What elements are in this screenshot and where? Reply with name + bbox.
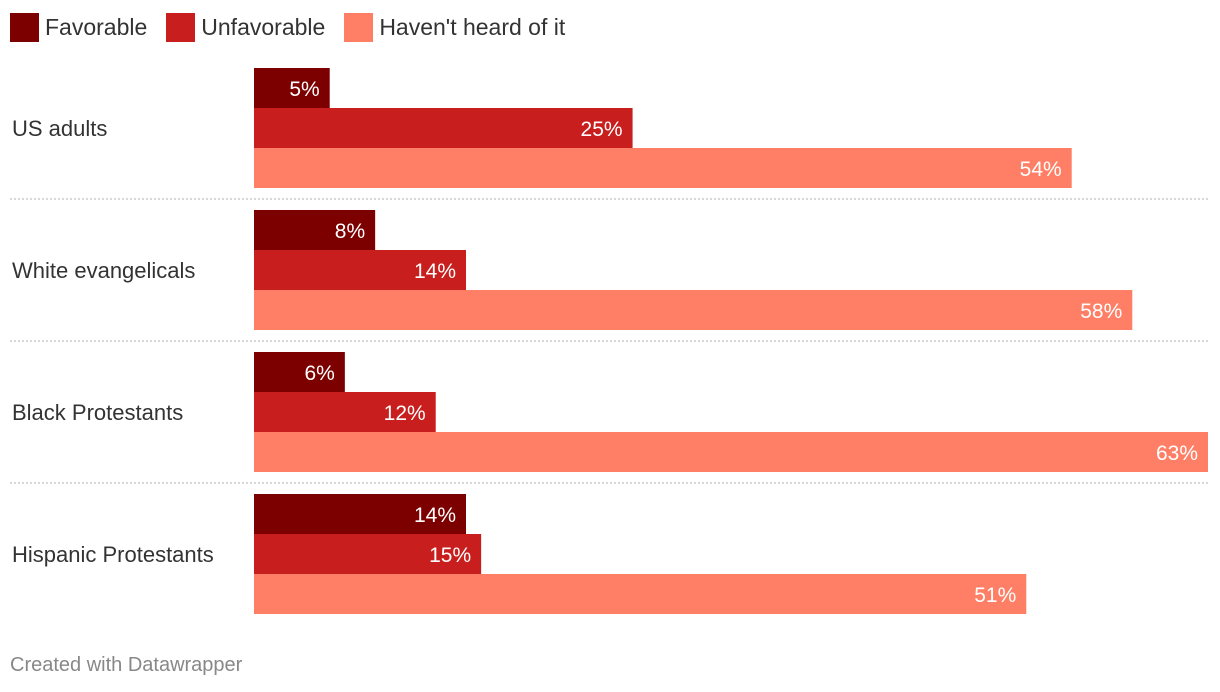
legend-label-havent-heard: Haven't heard of it <box>379 13 566 40</box>
footer-credit: Created with Datawrapper <box>10 654 243 676</box>
bar-white-evangelicals-favorable <box>254 210 376 250</box>
legend-item-unfavorable: Unfavorable <box>166 12 326 42</box>
legend-item-favorable: Favorable <box>10 12 148 42</box>
data-label-us-adults-favorable: 5% <box>289 78 319 101</box>
data-label-us-adults-haven-t-heard-of-it: 54% <box>1020 158 1062 181</box>
bar-group-us-adults: US adults 5% 25% 54% <box>12 68 1072 188</box>
bar-hispanic-protestants-unfavorable <box>254 534 482 574</box>
data-label-us-adults-unfavorable: 25% <box>581 118 623 141</box>
bar-group-hispanic-protestants: Hispanic Protestants 14% 15% 51% <box>12 494 1027 614</box>
bar-white-evangelicals-haven-t-heard-of-it <box>254 290 1133 330</box>
bar-black-protestants-favorable <box>254 352 345 392</box>
bar-us-adults-unfavorable <box>254 108 633 148</box>
bar-us-adults-haven-t-heard-of-it <box>254 148 1072 188</box>
legend-swatch-havent-heard <box>344 12 374 42</box>
bar-hispanic-protestants-favorable <box>254 494 466 534</box>
bar-group-white-evangelicals: White evangelicals 8% 14% 58% <box>12 210 1133 330</box>
category-label-black-protestants: Black Protestants <box>12 400 183 425</box>
category-label-white-evangelicals: White evangelicals <box>12 258 195 283</box>
bar-hispanic-protestants-haven-t-heard-of-it <box>254 574 1027 614</box>
data-label-white-evangelicals-unfavorable: 14% <box>414 260 456 283</box>
bar-group-black-protestants: Black Protestants 6% 12% 63% <box>12 352 1208 472</box>
data-label-hispanic-protestants-favorable: 14% <box>414 504 456 527</box>
legend-label-favorable: Favorable <box>45 13 148 40</box>
data-label-white-evangelicals-favorable: 8% <box>335 220 365 243</box>
category-label-hispanic-protestants: Hispanic Protestants <box>12 542 214 567</box>
data-label-black-protestants-haven-t-heard-of-it: 63% <box>1156 442 1198 465</box>
legend: Favorable Unfavorable Haven't heard of i… <box>10 12 584 42</box>
category-label-us-adults: US adults <box>12 116 107 141</box>
data-label-white-evangelicals-haven-t-heard-of-it: 58% <box>1080 300 1122 323</box>
bar-us-adults-favorable <box>254 68 330 108</box>
legend-swatch-unfavorable <box>166 12 196 42</box>
bar-black-protestants-haven-t-heard-of-it <box>254 432 1208 472</box>
legend-item-havent-heard: Haven't heard of it <box>344 12 566 42</box>
data-label-black-protestants-favorable: 6% <box>304 362 334 385</box>
data-label-hispanic-protestants-unfavorable: 15% <box>429 544 471 567</box>
bar-white-evangelicals-unfavorable <box>254 250 466 290</box>
data-label-black-protestants-unfavorable: 12% <box>384 402 426 425</box>
bar-black-protestants-unfavorable <box>254 392 436 432</box>
legend-swatch-favorable <box>10 12 39 42</box>
legend-label-unfavorable: Unfavorable <box>201 13 326 40</box>
data-label-hispanic-protestants-haven-t-heard-of-it: 51% <box>974 584 1016 607</box>
